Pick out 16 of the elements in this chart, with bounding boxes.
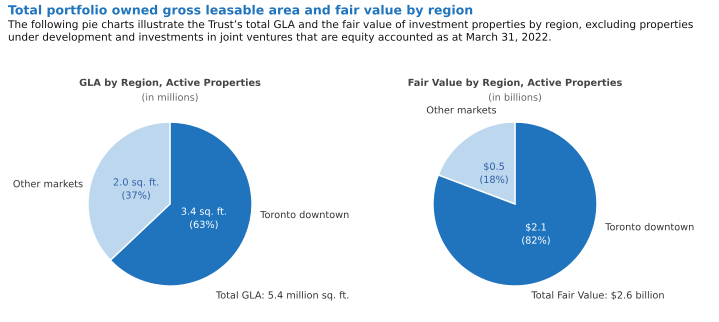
slice-label: Toronto downtown <box>260 210 348 218</box>
text: Total GLA: 5.4 million sq. ft. <box>216 291 348 301</box>
text: The following pie charts illustrate the Trust’s total GLA and the fair value of investment properties by region, excluding properties under development and investments in joint ventures that are equity accounted as at March 31, 2022. <box>8 20 693 43</box>
data-label: 2.0 sq. ft. (37%) <box>114 178 158 200</box>
data-label: $0.5 (18%) <box>480 162 508 184</box>
text: Total portfolio owned gross leasable area and fair value by region <box>8 4 472 18</box>
chart-title: Fair Value by Region, Active Properties <box>408 78 622 88</box>
slice-label: Toronto downtown <box>605 222 694 230</box>
slice-label: Other markets <box>426 106 496 114</box>
data-label: $2.1 (82%) <box>522 223 550 245</box>
chart-subtitle: (in billions) <box>488 93 542 102</box>
data-label: 3.4 sq. ft. (63%) <box>182 207 226 230</box>
slice-label: Other markets <box>13 180 83 188</box>
text: Total Fair Value: $2.6 billion <box>531 291 664 300</box>
chart-title: GLA by Region, Active Properties <box>80 78 260 88</box>
chart-subtitle: (in millions) <box>142 93 198 102</box>
